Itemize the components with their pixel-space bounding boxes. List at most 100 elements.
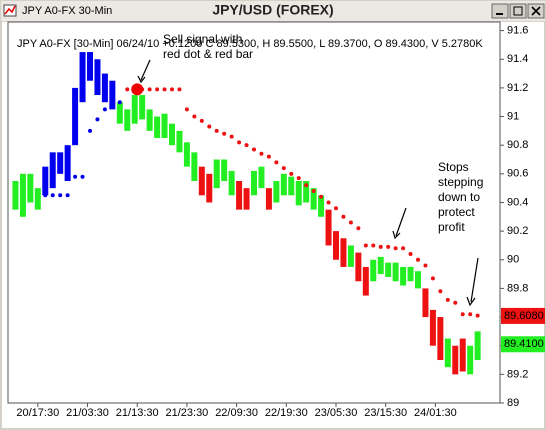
- stop-dot: [252, 147, 256, 152]
- restore-button[interactable]: [509, 3, 527, 19]
- stop-dot: [334, 206, 338, 211]
- x-tick-label: 23/15:30: [364, 407, 407, 419]
- stop-dot: [363, 243, 368, 248]
- window-buttons: [491, 3, 545, 19]
- price-bar: [49, 152, 56, 189]
- stop-dot: [73, 174, 78, 179]
- annotation: red dot & red bar: [163, 47, 253, 61]
- price-bar: [116, 102, 123, 124]
- price-bar: [437, 317, 444, 361]
- price-bar: [444, 338, 451, 368]
- annotation: profit: [438, 220, 465, 234]
- stop-dot: [170, 87, 174, 92]
- stop-dot: [244, 143, 249, 148]
- plot-frame: [7, 21, 501, 404]
- stop-dot: [65, 193, 70, 198]
- stop-dot: [311, 189, 316, 194]
- arrow-head: [392, 230, 401, 240]
- y-tick-label: 90.4: [507, 196, 528, 208]
- price-bar: [251, 170, 257, 196]
- x-tick-label: 21/03:30: [66, 407, 109, 419]
- stop-dot: [468, 312, 473, 317]
- stop-dot: [110, 104, 115, 109]
- stop-dot: [371, 243, 376, 248]
- price-bar: [64, 145, 71, 181]
- y-tick-label: 90.2: [507, 225, 528, 237]
- window-title: JPY A0-FX 30-Min: [22, 5, 112, 17]
- stop-dot: [356, 226, 361, 231]
- price-bar: [467, 345, 474, 375]
- y-tick-label: 90.8: [507, 139, 528, 151]
- price-bar: [191, 152, 198, 181]
- stop-dot: [423, 263, 428, 268]
- price-bar: [139, 95, 146, 120]
- y-tick-label: 90: [507, 254, 519, 266]
- price-bar: [429, 309, 436, 346]
- price-bar: [57, 152, 64, 174]
- stop-dot: [296, 176, 301, 181]
- stop-dot: [281, 166, 286, 171]
- stop-dot: [125, 87, 130, 92]
- price-bar: [27, 173, 34, 203]
- price-bar: [183, 142, 190, 167]
- signal-dot: [131, 83, 144, 96]
- stop-dot: [229, 134, 234, 139]
- stop-dot: [274, 160, 279, 165]
- price-bar: [392, 262, 399, 282]
- price-bar: [474, 331, 481, 361]
- price-bar: [206, 173, 213, 203]
- annotation: stepping: [438, 175, 483, 189]
- price-bar: [280, 173, 287, 196]
- price-bar: [72, 87, 79, 146]
- annotation: protect: [438, 205, 475, 219]
- window-icon-line: [4, 5, 16, 15]
- x-tick-label: 23/05:30: [315, 407, 358, 419]
- stop-dot: [50, 193, 55, 198]
- price-bar: [295, 180, 302, 206]
- annotation: down to: [438, 190, 480, 204]
- y-tick-label: 90.6: [507, 168, 528, 180]
- arrow: [395, 207, 407, 237]
- price-bar: [12, 180, 19, 210]
- price-bar: [94, 59, 101, 96]
- stop-dot: [401, 246, 406, 251]
- price-bar: [213, 159, 220, 189]
- stop-dot: [304, 183, 309, 188]
- info-line: JPY A0-FX [30-Min] 06/24/10 +0.1200 C 89…: [17, 38, 483, 50]
- stop-dot: [386, 244, 391, 249]
- stop-dot: [222, 131, 227, 136]
- price-bar: [377, 256, 384, 275]
- price-bar: [79, 52, 86, 103]
- chart-title: JPY/USD (FOREX): [212, 2, 333, 18]
- stop-dot: [378, 244, 383, 249]
- stop-dot: [445, 297, 450, 302]
- price-bar: [325, 209, 332, 246]
- price-bar: [243, 188, 250, 210]
- stop-dot: [408, 252, 413, 257]
- y-tick-label: 89.8: [507, 282, 528, 294]
- price-bar: [258, 166, 265, 189]
- price-bar: [347, 245, 354, 267]
- stop-dot: [475, 313, 480, 318]
- stop-dot: [95, 117, 100, 122]
- plot-layer: [12, 52, 481, 375]
- stop-dot: [214, 128, 219, 133]
- y-tick-label: 89.2: [507, 368, 528, 380]
- price-bar: [273, 180, 280, 203]
- stop-dot: [207, 124, 212, 129]
- title-bar: [1, 1, 545, 21]
- price-bar: [19, 173, 26, 217]
- price-bar: [459, 338, 466, 372]
- price-bar: [340, 238, 347, 267]
- price-bar: [124, 109, 131, 131]
- stop-dot: [162, 87, 167, 92]
- stop-dot: [460, 312, 465, 317]
- stop-dot: [192, 114, 197, 119]
- price-bar: [109, 80, 116, 110]
- y-tick-label: 89: [507, 397, 519, 409]
- stop-dot: [80, 174, 85, 179]
- price-bar: [236, 180, 243, 210]
- last-value-label: 89.4100: [504, 338, 544, 350]
- minimize-button[interactable]: [491, 3, 509, 19]
